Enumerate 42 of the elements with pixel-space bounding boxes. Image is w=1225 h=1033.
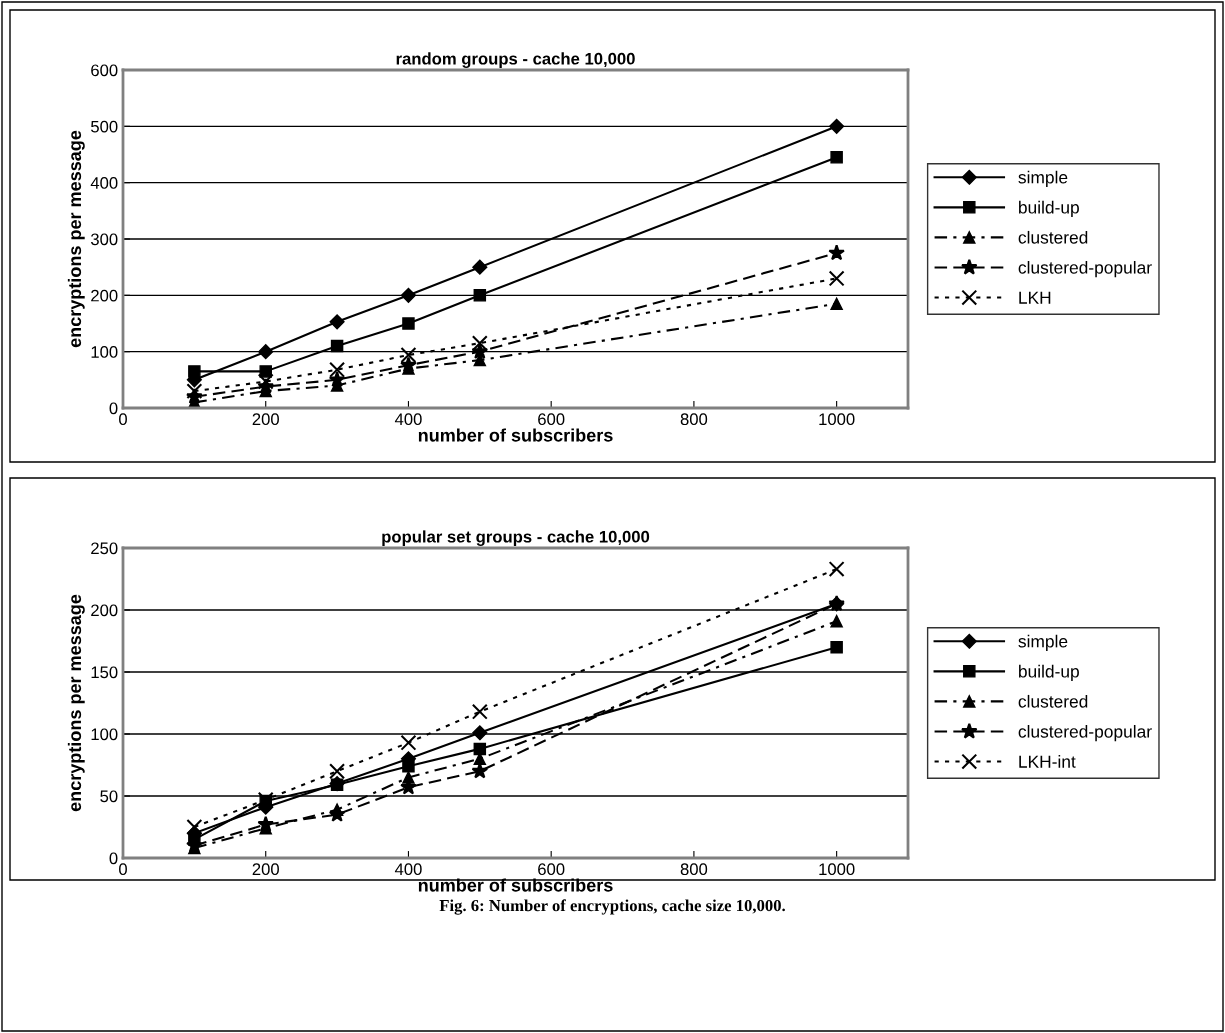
- chart-title: popular set groups - cache 10,000: [382, 530, 650, 546]
- x-tick-label: 0: [119, 863, 127, 876]
- legend-label: LKH: [1019, 291, 1051, 304]
- x-tick-label: 800: [680, 863, 708, 876]
- x-tick-label: 400: [394, 413, 422, 426]
- y-tick-label: 0: [109, 402, 118, 415]
- legend-label: simple: [1018, 634, 1068, 651]
- legend-label: clustered-popular: [1018, 260, 1152, 278]
- y-tick-label: 200: [91, 289, 118, 302]
- x-tick-label: 1000: [819, 863, 855, 876]
- y-axis-title: encryptions per message: [67, 594, 85, 812]
- y-tick-label: 600: [91, 64, 118, 77]
- x-tick-label: 400: [394, 863, 422, 876]
- x-axis-title: number of subscribers: [418, 428, 613, 442]
- y-tick-label: 150: [91, 666, 118, 679]
- y-tick-label: 100: [91, 346, 118, 358]
- y-tick-label: 0: [109, 852, 118, 865]
- y-tick-label: 500: [91, 120, 118, 133]
- x-tick-label: 600: [538, 863, 565, 876]
- x-tick-label: 0: [119, 413, 127, 426]
- y-tick-label: 250: [91, 542, 118, 555]
- legend-label: clustered-popular: [1018, 724, 1152, 742]
- y-axis-title: encryptions per message: [67, 130, 85, 348]
- caption: Fig. 6: Number of encryptions, cache size 10,000.: [439, 899, 785, 915]
- y-tick-label: 50: [100, 790, 118, 803]
- x-tick-label: 800: [680, 413, 708, 426]
- y-tick-label: 400: [90, 177, 118, 189]
- x-tick-label: 1000: [819, 413, 855, 426]
- legend-label: LKH-int: [1019, 755, 1076, 768]
- y-tick-label: 300: [90, 233, 118, 246]
- legend-label: build-up: [1019, 664, 1079, 682]
- x-tick-label: 200: [252, 413, 279, 426]
- legend-label: simple: [1018, 170, 1068, 187]
- x-tick-label: 600: [538, 413, 565, 426]
- y-tick-label: 200: [91, 604, 118, 617]
- legend-label: build-up: [1019, 200, 1079, 218]
- x-tick-label: 200: [252, 863, 279, 876]
- x-axis-title: number of subscribers: [418, 878, 613, 892]
- legend-label: clustered: [1018, 230, 1088, 244]
- y-tick-label: 100: [91, 728, 118, 741]
- chart-title: random groups - cache 10,000: [396, 52, 635, 68]
- legend-label: clustered: [1018, 694, 1088, 708]
